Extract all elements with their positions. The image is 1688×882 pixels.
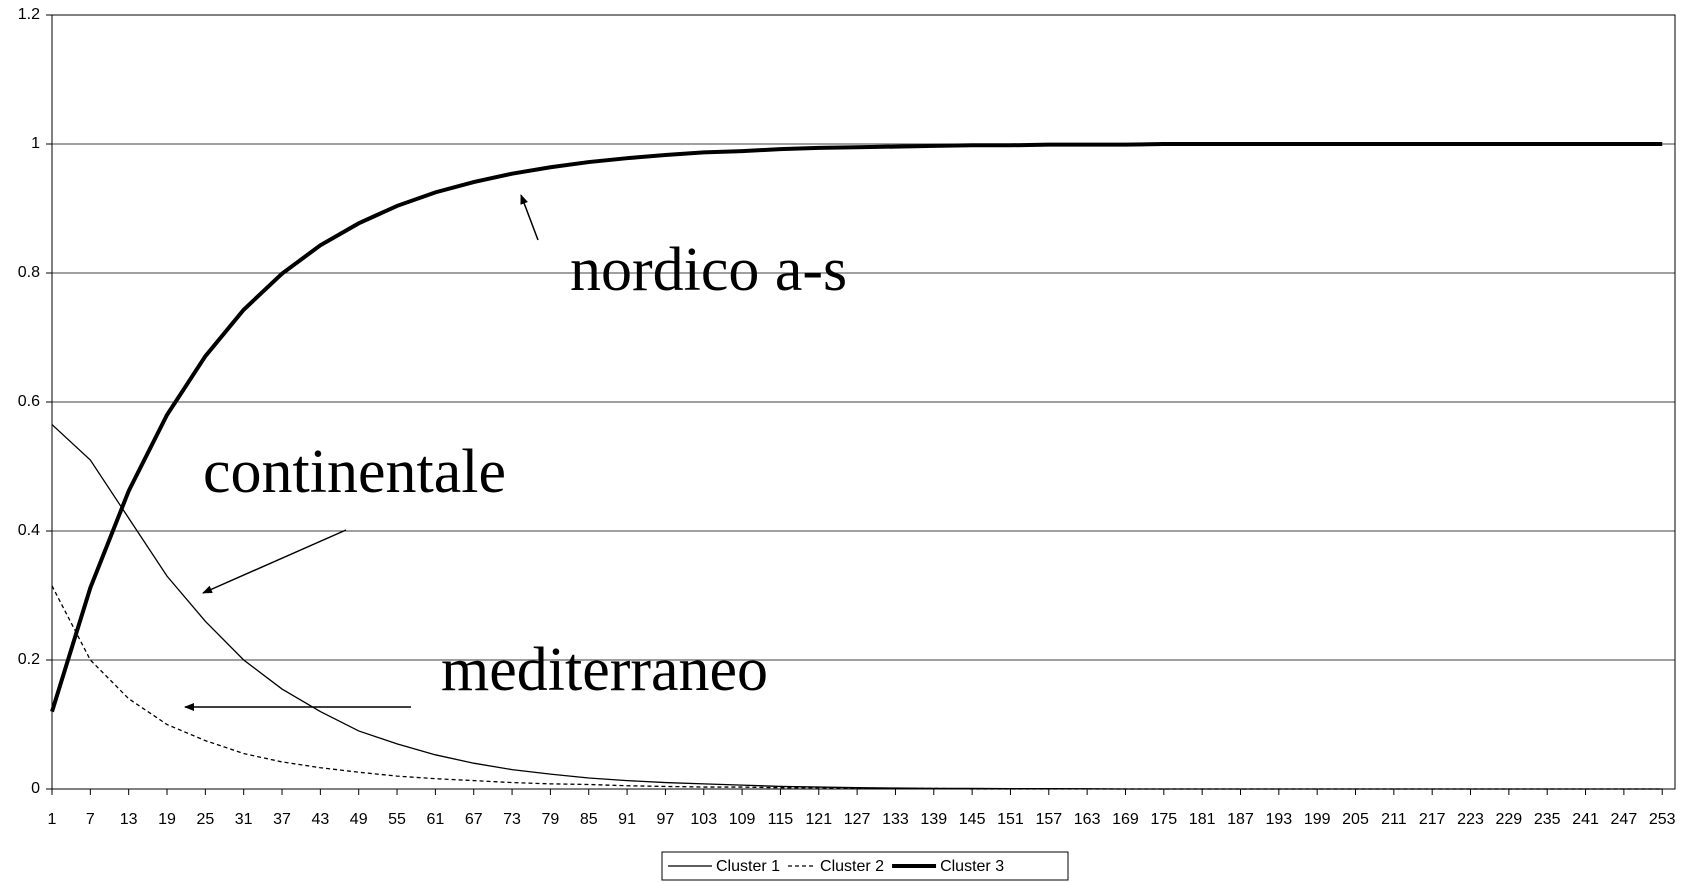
x-tick-label: 169	[1112, 811, 1139, 828]
series-line	[51, 585, 1663, 790]
series-line	[51, 424, 1663, 790]
x-tick-label: 211	[1381, 811, 1407, 828]
x-tick-label: 91	[618, 811, 636, 828]
x-tick-label: 25	[196, 811, 214, 828]
legend-box	[661, 851, 1069, 881]
x-tick-label: 37	[273, 811, 291, 828]
x-tick-label: 115	[768, 811, 794, 828]
x-tick-label: 139	[920, 811, 947, 828]
x-tick-label: 175	[1150, 811, 1177, 828]
x-tick-label: 43	[311, 811, 329, 828]
x-tick-label: 103	[690, 811, 717, 828]
legend-label: Cluster 2	[820, 858, 884, 875]
x-tick-label: 85	[580, 811, 598, 828]
x-tick-label: 187	[1227, 811, 1254, 828]
x-tick-label: 79	[542, 811, 560, 828]
x-tick-label: 229	[1496, 811, 1523, 828]
x-tick-label: 193	[1265, 811, 1292, 828]
x-tick-label: 145	[959, 811, 986, 828]
x-tick-label: 247	[1611, 811, 1638, 828]
x-tick-label: 13	[120, 811, 138, 828]
y-tick-label: 0.6	[18, 393, 40, 410]
annotation-arrow	[520, 194, 539, 241]
x-tick-label: 121	[805, 811, 832, 828]
x-tick-label: 109	[729, 811, 756, 828]
x-tick-label: 19	[158, 811, 176, 828]
annotation: nordico a-s	[570, 236, 847, 304]
x-tick-label: 31	[235, 811, 253, 828]
annotation-arrow	[202, 529, 347, 594]
annotation: continentale	[203, 438, 506, 506]
y-tick-label: 0.2	[18, 651, 40, 668]
y-tick-label: 1	[31, 135, 40, 152]
x-tick-label: 7	[86, 811, 95, 828]
x-tick-label: 181	[1189, 811, 1216, 828]
x-tick-label: 67	[465, 811, 483, 828]
x-tick-label: 217	[1419, 811, 1446, 828]
x-tick-label: 235	[1534, 811, 1561, 828]
y-tick-label: 1.2	[18, 6, 40, 23]
legend-label: Cluster 3	[940, 858, 1004, 875]
x-tick-label: 151	[997, 811, 1024, 828]
x-tick-label: 205	[1342, 811, 1369, 828]
legend-label: Cluster 1	[716, 858, 780, 875]
x-tick-label: 133	[882, 811, 909, 828]
y-tick-label: 0.8	[18, 264, 40, 281]
annotation: mediterraneo	[441, 636, 768, 704]
x-tick-label: 61	[426, 811, 444, 828]
x-tick-label: 55	[388, 811, 406, 828]
x-tick-label: 1	[48, 811, 57, 828]
x-tick-label: 241	[1572, 811, 1599, 828]
x-tick-label: 253	[1649, 811, 1676, 828]
x-tick-label: 163	[1074, 811, 1101, 828]
y-tick-label: 0	[31, 780, 40, 797]
x-tick-label: 97	[657, 811, 675, 828]
x-tick-label: 73	[503, 811, 521, 828]
x-tick-label: 223	[1457, 811, 1484, 828]
x-tick-label: 199	[1304, 811, 1331, 828]
series-line	[50, 142, 1663, 713]
x-tick-label: 49	[350, 811, 368, 828]
x-tick-label: 157	[1035, 811, 1062, 828]
y-tick-label: 0.4	[18, 522, 40, 539]
x-tick-label: 127	[844, 811, 871, 828]
